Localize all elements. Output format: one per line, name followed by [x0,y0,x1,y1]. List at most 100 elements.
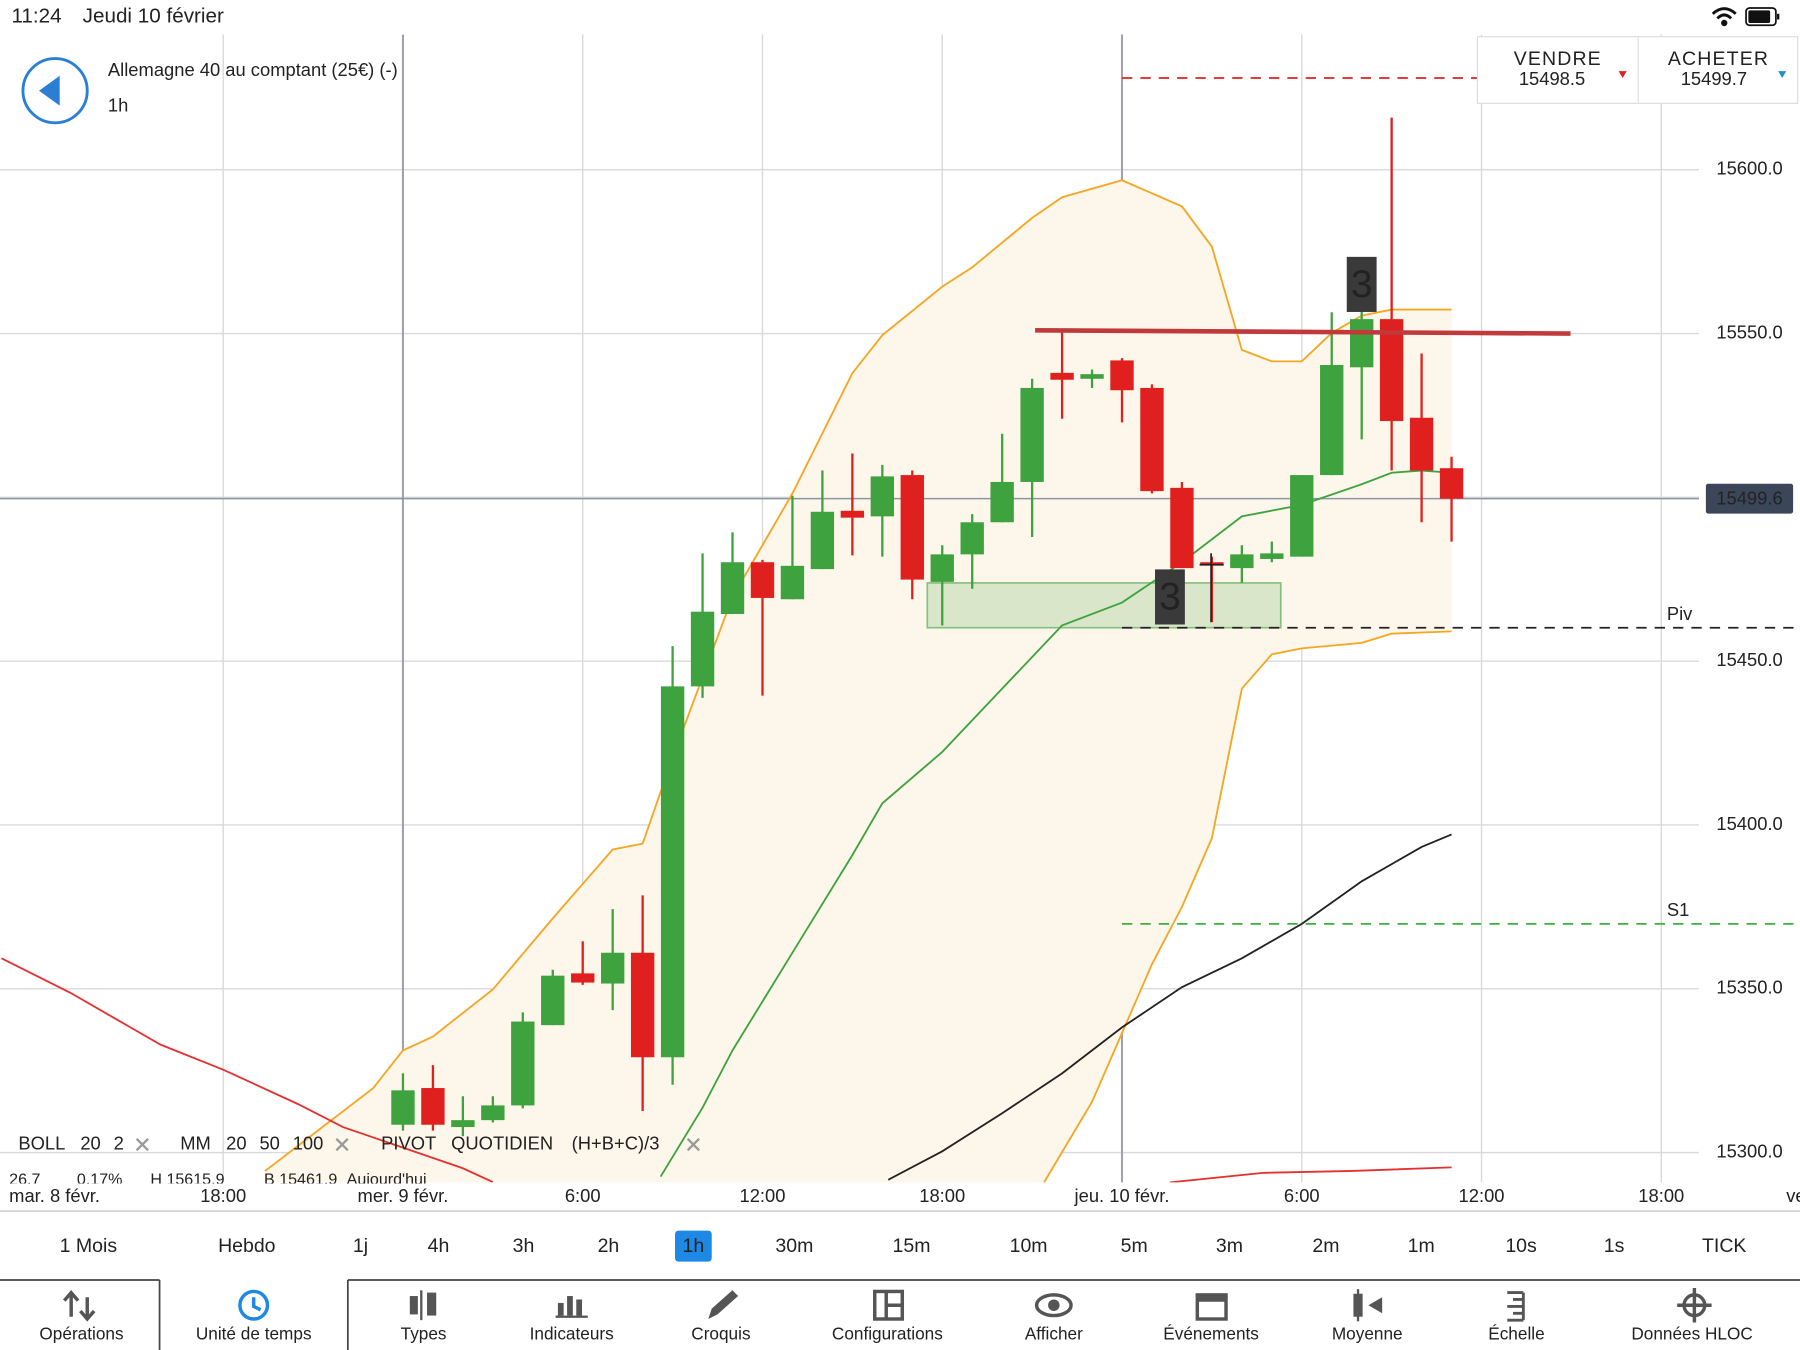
x-tick-label: jeu. 10 févr. [1074,1185,1170,1206]
x-start-label: mar. 8 févr. [9,1185,100,1206]
buy-button[interactable]: ACHETER 15499.7 [1668,48,1787,89]
count-label: 3 [1159,576,1181,619]
candle-body [421,1088,445,1125]
candle-body [1140,387,1164,492]
timeframe-option[interactable]: 15m [893,1235,931,1257]
count-badge [1346,256,1377,312]
toolbar-button[interactable]: Opérations [39,1324,123,1344]
wifi-icon [1711,7,1737,27]
candle-body [660,686,685,1058]
legend-param: (H+B+C)/3 [572,1132,660,1153]
toolbar-button[interactable]: Indicateurs [530,1324,614,1344]
x-tick-label: 18:00 [1638,1185,1684,1206]
candle-body [750,562,775,598]
sell-price: 15498.5 [1519,68,1585,89]
timeframe-option[interactable]: 1h [683,1235,705,1257]
candle-body [720,562,745,614]
timeframe-option[interactable]: 1 Mois [60,1235,118,1257]
candle-body [840,510,865,518]
remove-icon[interactable] [135,1137,149,1152]
back-button[interactable] [21,57,89,125]
candle-body [1230,554,1254,569]
toolbar-labels: Opérations Unité de temps Types Indicateurs… [39,1324,1752,1344]
candle-body [1350,319,1374,368]
y-tick-label: 15350.0 [1716,977,1782,998]
candle-body [690,611,715,687]
candle-body [600,952,625,984]
y-tick-label: 15300.0 [1716,1140,1782,1161]
timeframe-option[interactable]: 1m [1408,1235,1435,1257]
legend-param: 100 [293,1132,324,1153]
x-axis-bar [0,1183,1800,1212]
candle-body [1439,468,1464,499]
timeframe-option[interactable]: 5m [1121,1235,1148,1257]
sell-button[interactable]: VENDRE 15498.5 [1514,48,1627,89]
legend-param: 20 [226,1132,246,1153]
quote-box [1476,36,1799,104]
level-label: Piv [1667,603,1693,624]
sell-label: VENDRE [1514,48,1602,70]
y-tick-label: 15450.0 [1716,649,1782,670]
x-tick-label: 18:00 [919,1185,965,1206]
candle-body [870,476,895,517]
timeframe-option[interactable]: Hebdo [218,1235,276,1257]
indicator-line [1,957,1452,1183]
toolbar-button[interactable]: Données HLOC [1631,1324,1752,1344]
instrument-name: Allemagne 40 au comptant (25€) (-) [108,59,398,80]
candle-body [391,1090,415,1125]
timeframe-selected [675,1230,712,1262]
candle-body [810,511,835,570]
legend-label[interactable]: MM [180,1132,211,1153]
candle-body [1170,487,1194,569]
status-date: Jeudi 10 février [83,5,224,28]
candle-body [780,565,805,600]
x-tick-label: 12:00 [740,1185,786,1206]
toolbar-button[interactable]: Croquis [691,1324,750,1344]
legend-param: 50 [259,1132,279,1153]
count-label: 3 [1351,263,1373,306]
x-axis: mar. 8 févr. 18:00 mer. 9 févr. 6:00 12:00 1… [9,1185,1800,1206]
candle-body [630,952,655,1058]
candle-body [451,1120,475,1128]
toolbar-button[interactable]: Afficher [1025,1324,1083,1344]
candle-body [1379,319,1404,422]
legend-param: 20 [80,1132,100,1153]
timeframe-bar: 1 Mois Hebdo 1j 4h 3h 2h 1h 30m 15m 10m 5m 3m 2m 1m 10… [60,1230,1746,1262]
y-tick-label: 15550.0 [1716,321,1782,342]
toolbar-button[interactable]: Événements [1163,1324,1259,1344]
remove-icon[interactable] [335,1137,349,1152]
timeframe-option[interactable]: TICK [1702,1235,1746,1257]
candle-body [960,522,984,555]
candle-body [1020,387,1044,482]
timeframe-option[interactable]: 30m [775,1235,813,1257]
toolbar-button[interactable]: Unité de temps [196,1324,312,1344]
toolbar-button[interactable]: Types [401,1324,447,1344]
candle-body [481,1105,505,1121]
timeframe-option[interactable]: 3h [513,1235,535,1257]
timeframe-option[interactable]: 1s [1604,1235,1625,1257]
toolbar-button[interactable]: Configurations [832,1324,943,1344]
timeframe-option[interactable]: 1j [353,1235,368,1257]
indicator-line [659,469,1452,1178]
timeframe-option[interactable]: 10m [1010,1235,1048,1257]
toolbar-button[interactable]: Moyenne [1332,1324,1403,1344]
timeframe-option[interactable]: 2m [1312,1235,1339,1257]
header-timeframe: 1h [108,95,128,116]
timeframe-option[interactable]: 4h [428,1235,450,1257]
legend-label[interactable]: BOLL [18,1132,65,1153]
timeframe-option[interactable]: 10s [1505,1235,1537,1257]
x-tick-label: 6:00 [565,1185,601,1206]
candle-body [1260,553,1284,559]
candle-body [990,481,1014,523]
candle-body [1320,365,1344,476]
candle-body [1080,374,1104,379]
candle-body [1110,360,1134,391]
status-bar [0,0,1800,35]
legend-label[interactable]: PIVOT [381,1132,436,1153]
timeframe-option[interactable]: 3m [1216,1235,1243,1257]
timeframe-option[interactable]: 2h [598,1235,620,1257]
dropdown-icon [1778,71,1787,79]
toolbar-button[interactable]: Échelle [1488,1324,1544,1344]
remove-icon[interactable] [686,1137,700,1152]
toolbar-icon [238,1289,270,1321]
